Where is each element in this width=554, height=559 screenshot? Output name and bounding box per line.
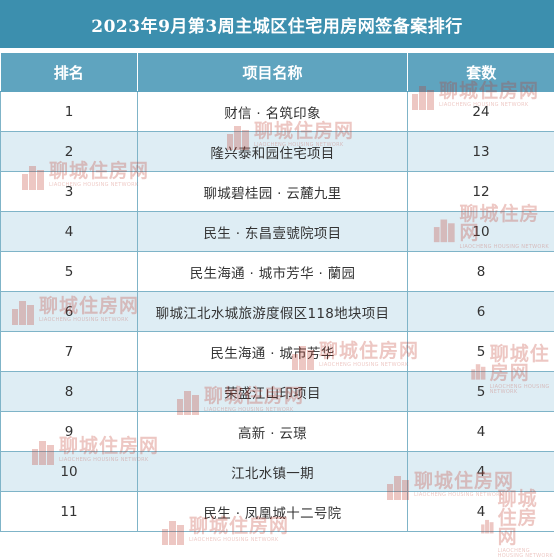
count-cell: 5 [408,372,554,412]
rank-cell: 8 [1,372,138,412]
project-name-cell: 聊城碧桂园 · 云麓九里 [138,172,408,212]
project-name-cell: 荣盛江山印项目 [138,372,408,412]
rank-column-header: 排名 [1,53,138,92]
rank-cell: 9 [1,412,138,452]
rank-cell: 11 [1,492,138,532]
project-name-cell: 隆兴泰和园住宅项目 [138,132,408,172]
page-title: 2023年9月第3周主城区住宅用房网签备案排行 [0,0,554,48]
project-name-cell: 聊城江北水城旅游度假区118地块项目 [138,292,408,332]
count-cell: 4 [408,412,554,452]
count-cell: 5 [408,332,554,372]
project-name-cell: 民生 · 东昌壹號院项目 [138,212,408,252]
rank-cell: 5 [1,252,138,292]
rank-cell: 2 [1,132,138,172]
project-name-cell: 民生 · 凤凰城十二号院 [138,492,408,532]
rank-cell: 7 [1,332,138,372]
project-name-cell: 财信 · 名筑印象 [138,92,408,132]
count-column-header: 套数 [408,53,554,92]
project-name-cell: 民生海通 · 城市芳华 · 蘭园 [138,252,408,292]
rank-cell: 6 [1,292,138,332]
rank-cell: 4 [1,212,138,252]
count-cell: 13 [408,132,554,172]
project-name-cell: 江北水镇一期 [138,452,408,492]
count-cell: 6 [408,292,554,332]
count-cell: 10 [408,212,554,252]
project-name-cell: 高新 · 云璟 [138,412,408,452]
watermark-subtext: LIAOCHENG HOUSING NETWORK [498,549,554,559]
project-column-header: 项目名称 [138,53,408,92]
count-cell: 12 [408,172,554,212]
rank-cell: 3 [1,172,138,212]
count-cell: 4 [408,492,554,532]
rank-cell: 10 [1,452,138,492]
watermark-subtext: LIAOCHENG HOUSING NETWORK [189,538,289,543]
count-cell: 24 [408,92,554,132]
count-cell: 8 [408,252,554,292]
count-cell: 4 [408,452,554,492]
rank-cell: 1 [1,92,138,132]
project-name-cell: 民生海通 · 城市芳华 [138,332,408,372]
table-header-row: 排名 项目名称 套数 [1,53,554,92]
